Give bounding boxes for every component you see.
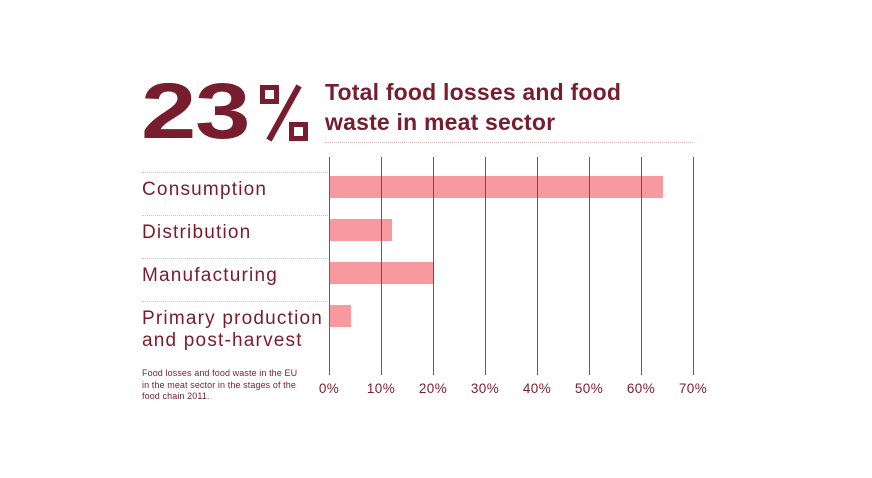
- header-dotted-rule: [325, 142, 693, 143]
- bar-distribution: [330, 219, 393, 241]
- gridline-10%: [381, 157, 382, 375]
- chart-title: Total food losses and food waste in meat…: [325, 79, 622, 135]
- x-tick-label: 50%: [574, 381, 604, 396]
- gridline-50%: [589, 157, 590, 375]
- stat-digits: 23: [141, 66, 250, 155]
- gridline-0%: [329, 157, 330, 375]
- x-tick-label: 30%: [470, 381, 500, 396]
- footnote: Food losses and food waste in the EU in …: [142, 368, 298, 401]
- bar-primary-production-and-post-harvest: [330, 305, 351, 327]
- x-tick-label: 60%: [626, 381, 656, 396]
- percent-icon: [260, 84, 308, 142]
- category-label: Consumption: [142, 172, 328, 201]
- gridline-40%: [537, 157, 538, 375]
- gridline-30%: [485, 157, 486, 375]
- category-label: Distribution: [142, 215, 328, 244]
- gridline-70%: [693, 157, 694, 375]
- bar-consumption: [330, 176, 663, 198]
- x-tick-label: 70%: [678, 381, 708, 396]
- percent-top-square: [260, 85, 279, 104]
- stat-callout: 23: [141, 71, 308, 151]
- bar-manufacturing: [330, 262, 434, 284]
- category-label: Primary production and post-harvest: [142, 301, 328, 352]
- gridline-60%: [641, 157, 642, 375]
- category-label: Manufacturing: [142, 258, 328, 287]
- x-tick-label: 10%: [366, 381, 396, 396]
- gridline-20%: [433, 157, 434, 375]
- x-tick-label: 0%: [318, 381, 340, 396]
- x-tick-label: 40%: [522, 381, 552, 396]
- percent-bottom-square: [289, 122, 308, 141]
- x-tick-label: 20%: [418, 381, 448, 396]
